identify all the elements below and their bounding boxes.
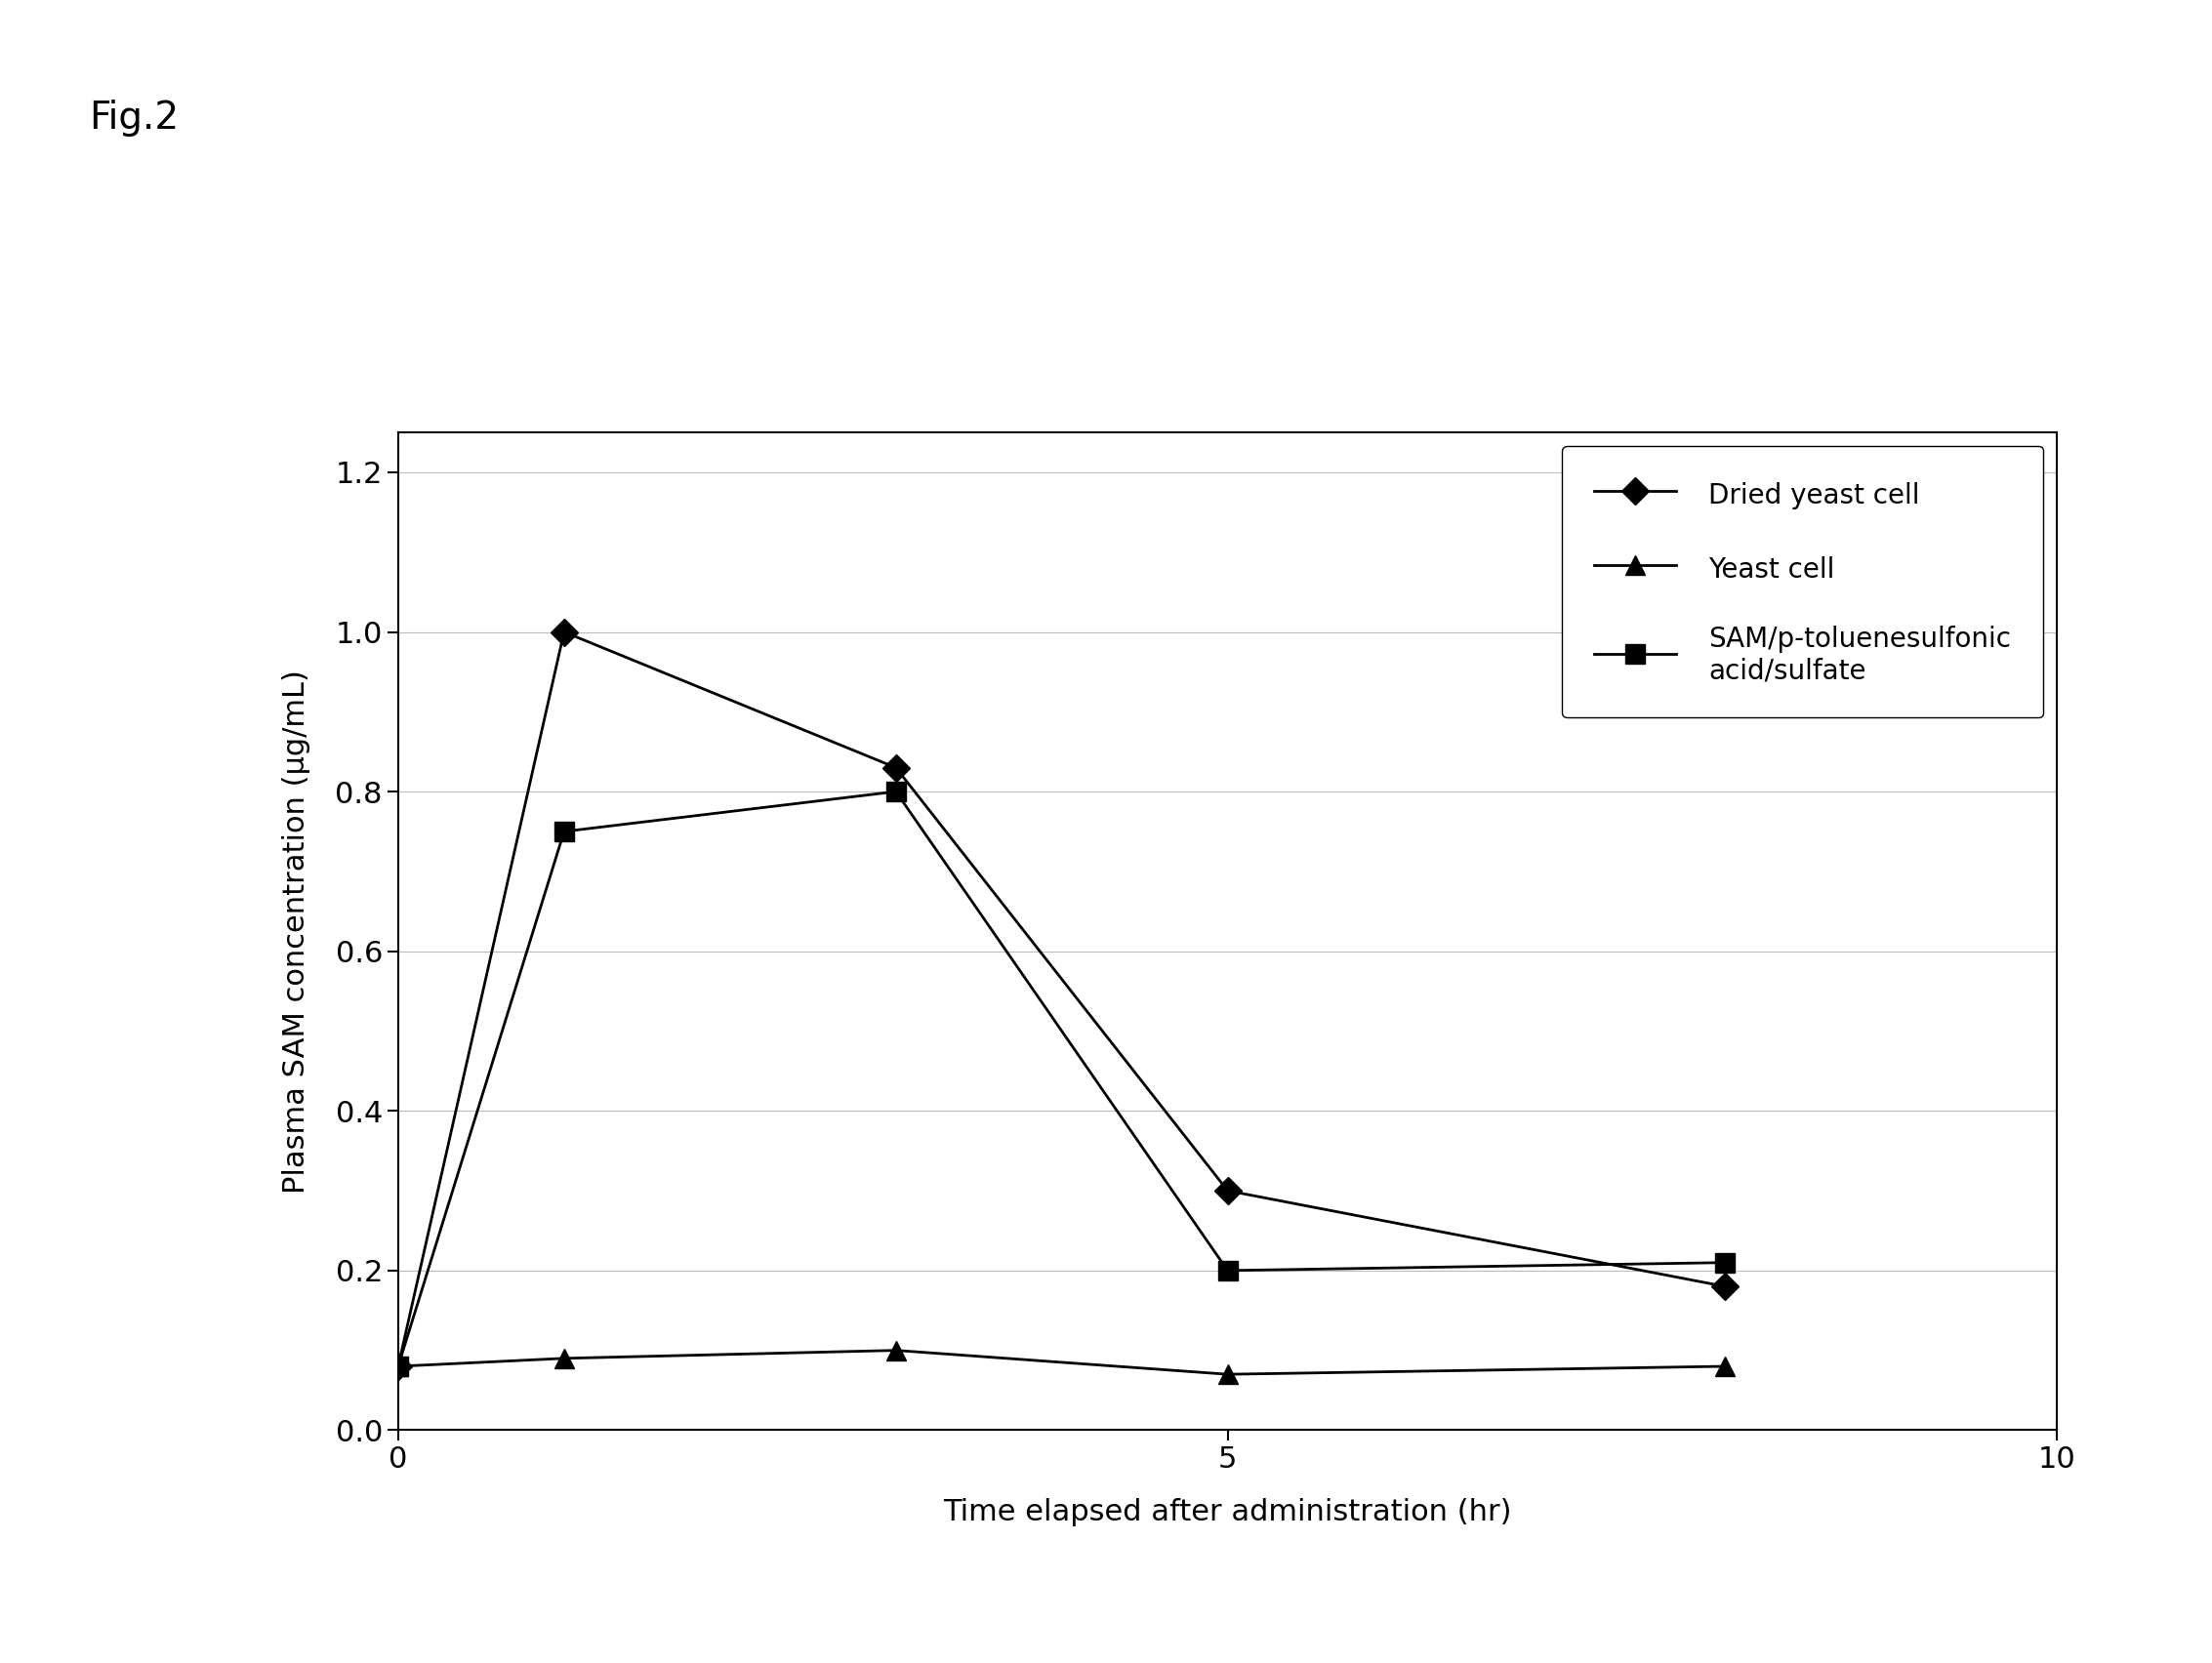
SAM/p-toluenesulfonic
acid/sulfate [385,1357,411,1377]
Yeast cell [883,1340,909,1360]
Dried yeast cell [551,622,577,642]
Line: Yeast cell: Yeast cell [389,1340,1734,1384]
Line: SAM/p-toluenesulfonic
acid/sulfate: SAM/p-toluenesulfonic acid/sulfate [389,782,1734,1375]
Dried yeast cell [385,1357,411,1377]
Legend: Dried yeast cell, Yeast cell, SAM/p-toluenesulfonic
acid/sulfate: Dried yeast cell, Yeast cell, SAM/p-tolu… [1562,446,2044,717]
Yeast cell [551,1349,577,1369]
Line: Dried yeast cell: Dried yeast cell [389,622,1734,1375]
SAM/p-toluenesulfonic
acid/sulfate [883,782,909,802]
Yeast cell [385,1357,411,1377]
Yeast cell [1712,1357,1739,1377]
X-axis label: Time elapsed after administration (hr): Time elapsed after administration (hr) [942,1498,1513,1527]
Dried yeast cell [883,758,909,778]
Text: Fig.2: Fig.2 [88,100,179,136]
Yeast cell [1214,1364,1241,1384]
SAM/p-toluenesulfonic
acid/sulfate [551,822,577,841]
Dried yeast cell [1214,1181,1241,1201]
SAM/p-toluenesulfonic
acid/sulfate [1214,1261,1241,1281]
SAM/p-toluenesulfonic
acid/sulfate [1712,1252,1739,1272]
Y-axis label: Plasma SAM concentration (μg/mL): Plasma SAM concentration (μg/mL) [283,669,312,1194]
Dried yeast cell [1712,1277,1739,1297]
